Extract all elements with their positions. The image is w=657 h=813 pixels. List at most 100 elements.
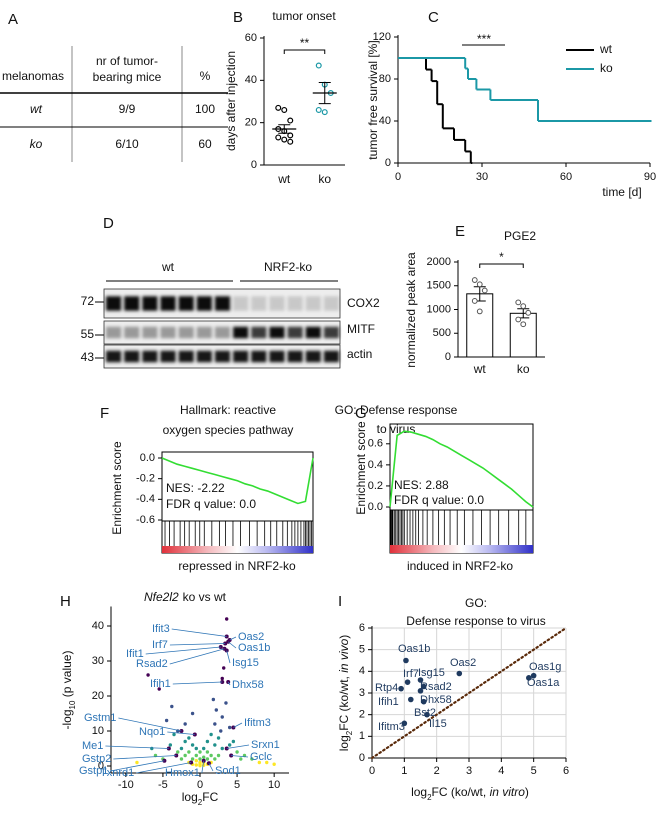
data-point [146, 673, 150, 677]
point-label: Oas2 [238, 631, 264, 643]
blot-band [251, 296, 267, 311]
panel-letter: A [8, 11, 18, 28]
chart-title: Nfe2l2 ko vs wt [144, 590, 227, 604]
significance: * [499, 250, 504, 264]
significance-bracket [283, 49, 326, 54]
title-rest: ko vs wt [183, 590, 227, 604]
data-point [205, 739, 210, 744]
point-label: Gstp2 [82, 753, 111, 765]
data-point [257, 760, 262, 765]
point-label: Nqo1 [139, 726, 165, 738]
point-label: Dhx58 [420, 694, 452, 706]
blot-band [287, 296, 303, 311]
data-point [202, 746, 206, 751]
y-tick-label: 0 [385, 157, 391, 169]
label-leader [227, 641, 237, 649]
data-point [194, 746, 198, 751]
point-label: Ifih1 [150, 678, 171, 690]
data-point [179, 746, 184, 751]
data-point [287, 117, 294, 124]
axis-label-part: log [337, 735, 351, 751]
data-point [183, 739, 187, 744]
chart-title: to virus [377, 422, 416, 436]
error-bar [278, 124, 291, 134]
blot-band [142, 326, 158, 339]
axis-label-part: ) [525, 785, 529, 799]
y-tick-label: -0.2 [136, 473, 155, 485]
blot-band [106, 350, 122, 363]
blot-band [323, 326, 339, 339]
chart-title: Defense response to virus [406, 614, 545, 628]
blot-band [178, 296, 194, 311]
y-tick-label: 40 [92, 620, 104, 632]
x-tick-label: ko [318, 172, 331, 186]
blot-band [251, 326, 267, 339]
data-point [135, 760, 139, 765]
table-cell: 100 [195, 102, 215, 116]
data-point [227, 743, 232, 747]
labeled-point [420, 698, 427, 705]
x-tick-label: 1 [401, 765, 407, 777]
y-tick-label: 0.0 [140, 452, 155, 464]
labeled-point [456, 670, 463, 677]
blot-band [251, 350, 267, 363]
y-tick-label: 40 [245, 74, 257, 86]
point-label: Oas1a [527, 677, 560, 689]
axis-label: induced in NRF2-ko [407, 559, 513, 573]
data-point [239, 757, 243, 761]
point-label: Rsad2 [420, 681, 452, 693]
data-point [183, 722, 187, 726]
data-point [235, 750, 239, 754]
data-point [525, 309, 532, 316]
table-header: % [200, 69, 211, 83]
labeled-point [401, 720, 408, 727]
stat-annotation: NES: 2.88 [394, 478, 449, 492]
point-label: Srxn1 [251, 739, 280, 751]
labeled-point [403, 657, 409, 664]
axis-label-part: FC (ko/wt, [337, 673, 351, 731]
axis-label: repressed in NRF2-ko [178, 559, 296, 573]
point-label: Isg15 [232, 657, 259, 669]
table-header: melanomas [2, 69, 64, 83]
point-label: Oas1g [529, 661, 561, 673]
point-label: Ifitm3 [378, 721, 405, 733]
point-label: Irf7 [152, 639, 168, 651]
point-label: Me1 [82, 740, 103, 752]
data-point [275, 104, 282, 111]
axis-label: Enrichment score [354, 421, 368, 515]
panel-letter: D [103, 215, 114, 232]
data-point [214, 708, 219, 712]
x-tick-label: -5 [158, 779, 168, 791]
table-cell: wt [30, 102, 43, 116]
axis-label-part: 2 [345, 730, 354, 735]
blot-band [214, 326, 231, 339]
blot-band [305, 326, 321, 339]
western-blot: wt NRF2-ko 72 55 43 COX2 MITF actin [81, 260, 380, 369]
panel-letter: C [428, 9, 439, 26]
data-point [476, 281, 483, 288]
data-point [209, 753, 213, 758]
axis-label: days after injection [224, 51, 238, 151]
labeled-point [404, 679, 411, 685]
labeled-point [530, 672, 537, 679]
panel-letter: I [338, 593, 342, 610]
y-tick-label: 60 [245, 32, 257, 44]
y-tick-label: -0.4 [136, 493, 155, 505]
axis-label: normalized peak area [404, 252, 418, 368]
x-tick-label: 5 [234, 779, 240, 791]
y-tick-label: 6 [359, 622, 365, 634]
point-label: Oas1b [398, 643, 430, 655]
data-point [198, 757, 202, 761]
point-label: Ifit1 [126, 648, 144, 660]
point-label: Irf7 [403, 668, 419, 680]
point-label: Isg15 [418, 667, 445, 679]
x-tick-label: 0 [395, 171, 401, 183]
legend-label: ko [600, 61, 613, 75]
blot-band [233, 350, 249, 363]
panel-letter: H [60, 593, 71, 610]
enrichment-curve [389, 430, 534, 508]
x-tick-label: 3 [466, 765, 472, 777]
table-header: bearing mice [93, 70, 162, 84]
data-point [150, 746, 154, 751]
